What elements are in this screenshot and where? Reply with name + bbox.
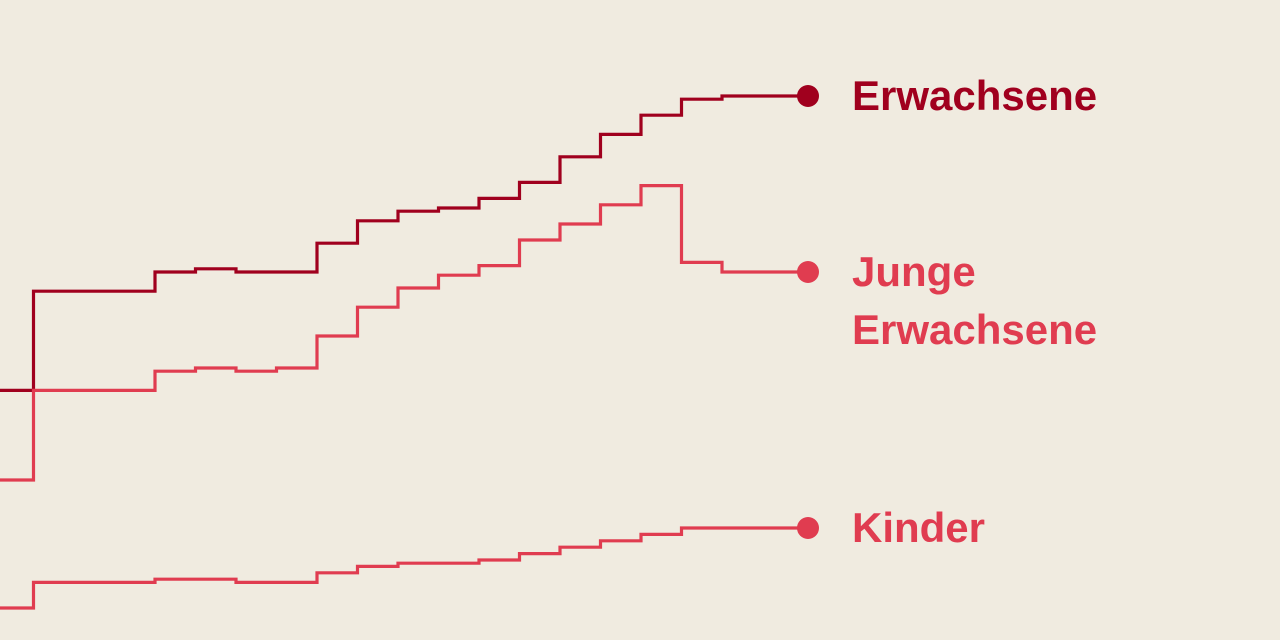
series-label-junge-erwachsene: Junge Erwachsene [852,248,1097,353]
end-dot-junge-erwachsene [797,261,819,283]
series-layer [0,85,819,610]
series-line-erwachsene [0,94,808,392]
label-layer: Erwachsene Junge Erwachsene Kinder [852,72,1097,551]
series-junge-erwachsene [0,184,819,482]
series-erwachsene [0,85,819,392]
series-label-line: Erwachsene [852,72,1097,119]
end-dot-kinder [797,517,819,539]
series-label-line: Erwachsene [852,306,1097,353]
series-kinder [0,517,819,610]
end-dot-erwachsene [797,85,819,107]
series-line-kinder [0,526,808,610]
series-label-line: Junge [852,248,976,295]
series-label-line: Kinder [852,504,985,551]
series-line-junge-erwachsene [0,184,808,482]
series-label-erwachsene: Erwachsene [852,72,1097,119]
series-label-kinder: Kinder [852,504,985,551]
